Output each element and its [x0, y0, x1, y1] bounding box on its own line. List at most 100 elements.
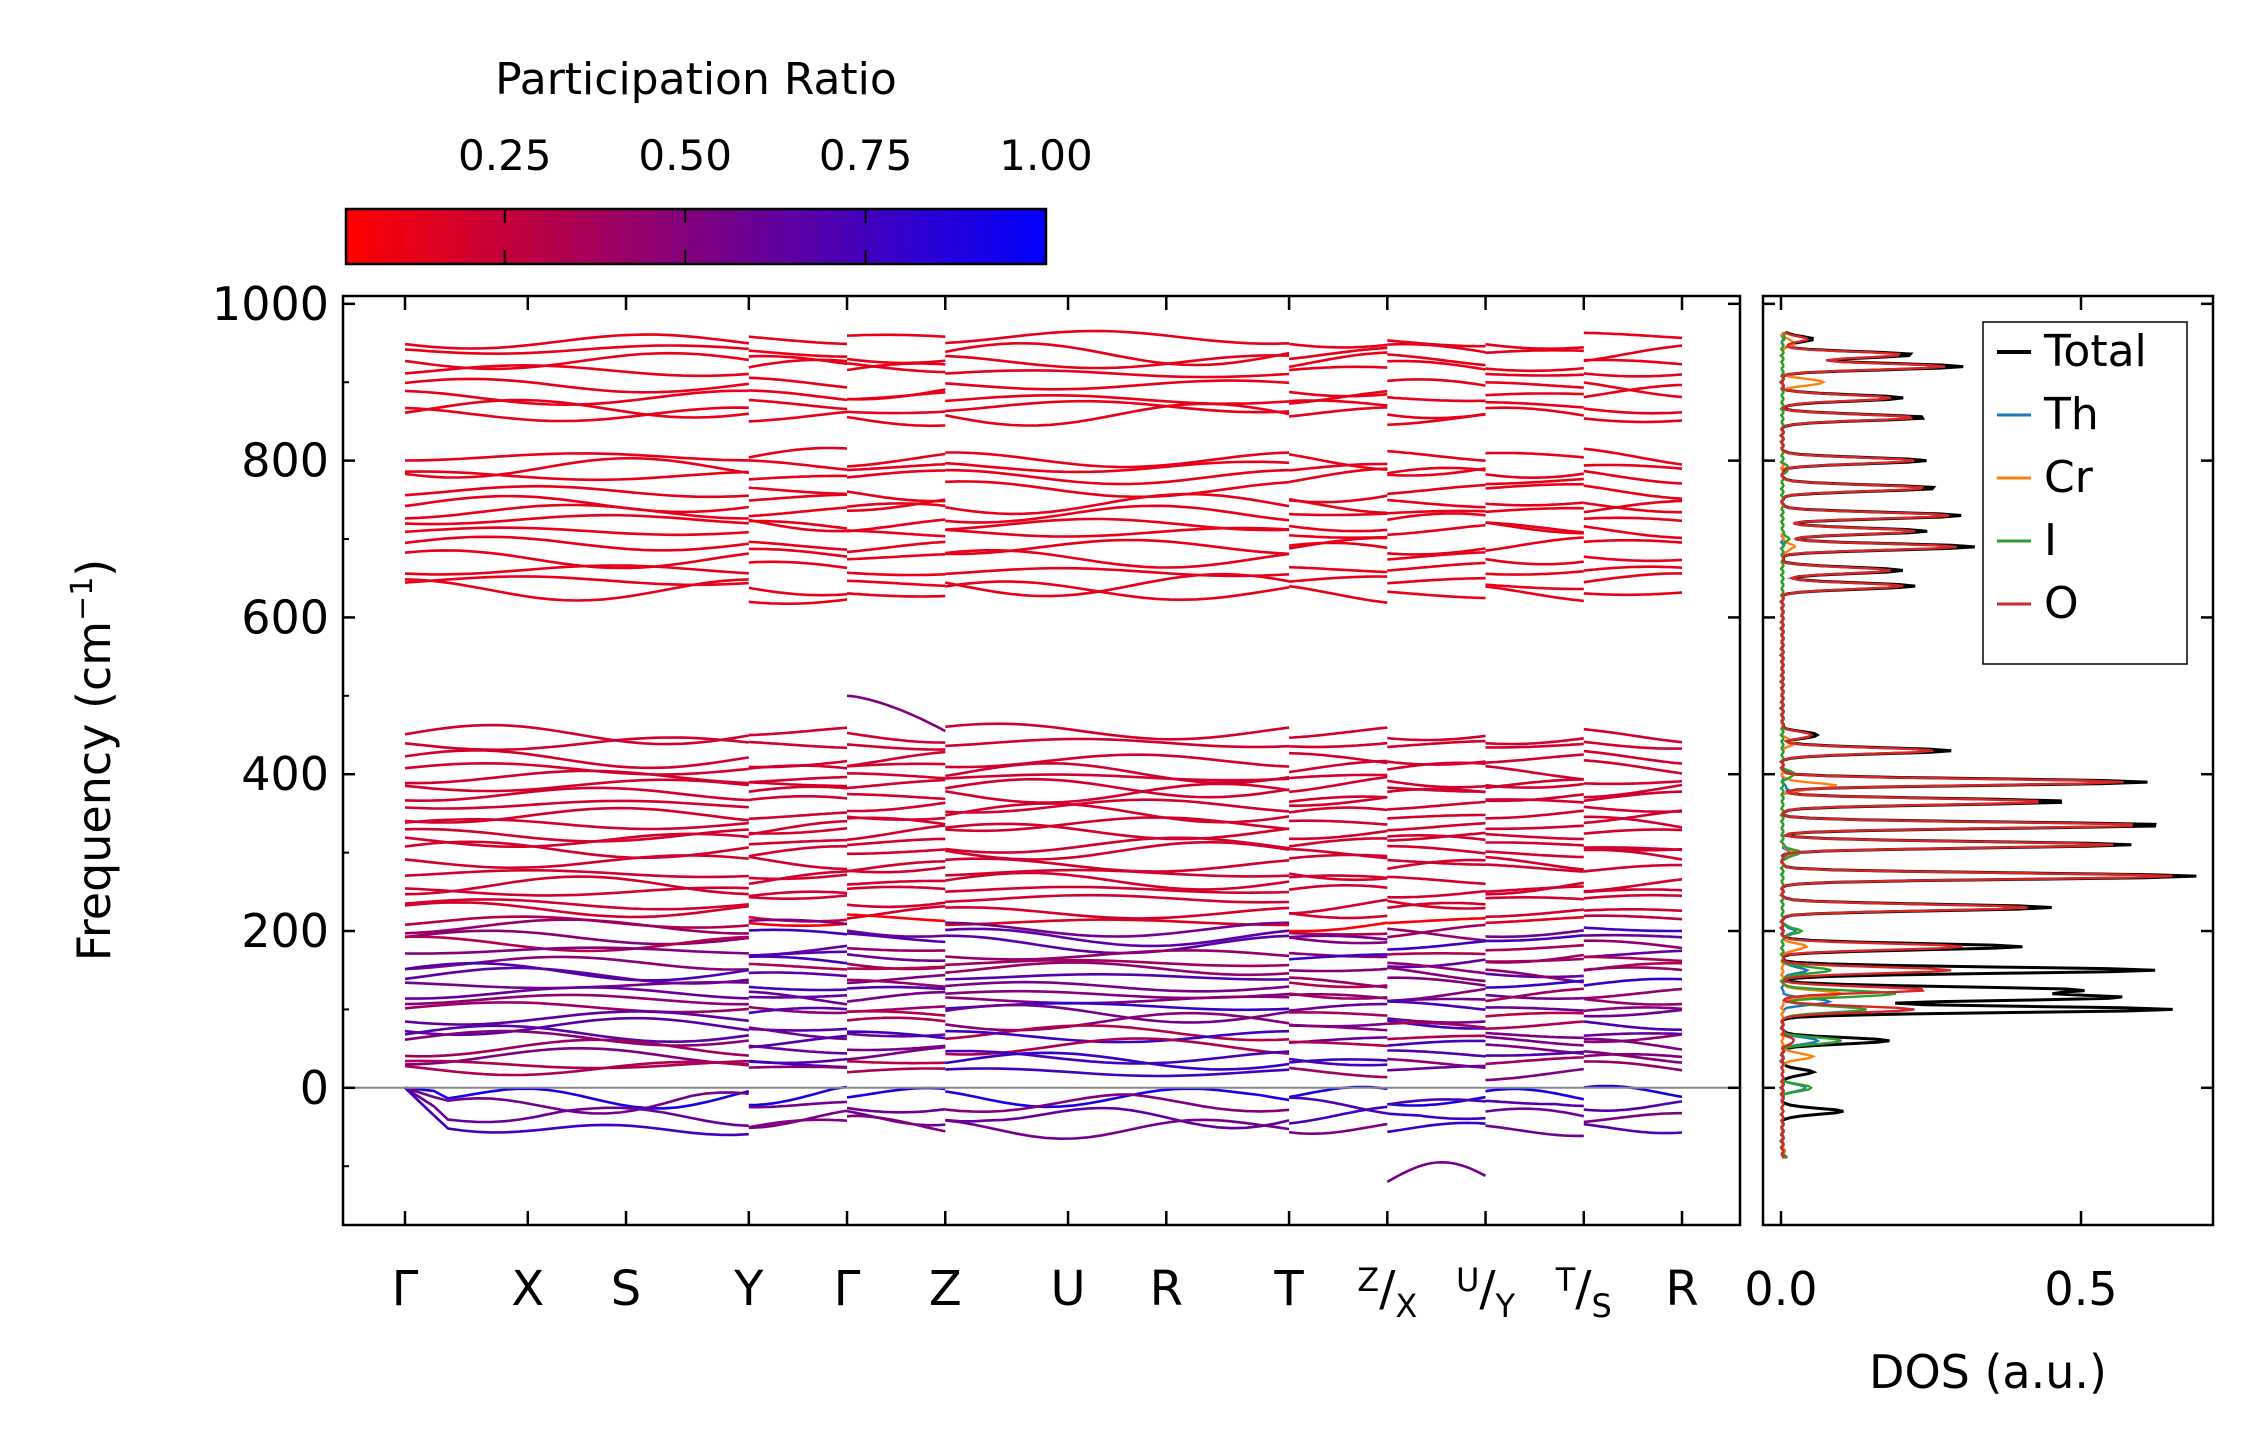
band-line	[1485, 850, 1584, 859]
band-line	[1583, 933, 1683, 939]
band-line	[1485, 979, 1584, 989]
band-line	[404, 377, 749, 394]
band-line	[1583, 1037, 1683, 1051]
band-line	[404, 778, 749, 793]
band-line	[1583, 501, 1682, 514]
band-line	[1485, 753, 1584, 764]
band-line	[1485, 343, 1584, 350]
y-tick-label: 400	[241, 747, 329, 801]
band-line	[1288, 806, 1388, 814]
band-line	[1387, 779, 1486, 789]
legend-label: Cr	[2044, 452, 2094, 503]
band-line	[1387, 917, 1486, 925]
band-line	[1387, 858, 1486, 871]
band-line	[748, 781, 847, 788]
band-line	[1583, 740, 1682, 750]
band-line	[748, 486, 848, 496]
dos-curves	[1778, 330, 2197, 1159]
band-line	[748, 518, 848, 533]
band-line-negative	[404, 1086, 749, 1128]
band-line	[846, 490, 946, 503]
band-line	[1288, 541, 1388, 550]
band-line	[846, 973, 946, 985]
band-line	[1288, 390, 1388, 398]
legend-label: I	[2044, 515, 2057, 566]
band-line	[846, 731, 946, 744]
band-line	[1387, 576, 1486, 585]
band-line	[945, 761, 1290, 785]
band-line	[1583, 846, 1683, 852]
band-line-negative	[945, 1093, 1290, 1114]
colorbar-tick-label: 0.50	[638, 131, 732, 180]
band-line	[1387, 498, 1486, 509]
band-line	[945, 1067, 1290, 1078]
band-line	[748, 827, 848, 835]
band-line	[847, 498, 946, 512]
band-line	[748, 990, 848, 1006]
band-line	[404, 503, 749, 520]
band-line	[1387, 844, 1486, 855]
kpath-label: U	[1050, 1261, 1085, 1317]
band-line	[404, 869, 749, 879]
band-line	[1485, 764, 1584, 781]
band-line	[846, 357, 946, 365]
band-line-negative	[1289, 1096, 1388, 1115]
band-line	[1485, 993, 1584, 1000]
band-line	[846, 885, 946, 891]
band-line	[1485, 987, 1584, 1003]
band-line	[945, 980, 1290, 993]
band-line	[945, 737, 1290, 749]
band-line	[846, 410, 946, 415]
band-line	[847, 848, 946, 856]
band-line	[748, 819, 848, 836]
band-line-negative	[748, 1118, 848, 1129]
band-line	[1583, 1052, 1683, 1059]
band-line	[846, 772, 946, 780]
band-line	[1288, 497, 1388, 515]
band-line	[945, 1003, 1290, 1024]
band-line	[945, 492, 1290, 516]
band-line	[846, 929, 946, 938]
band-line	[1288, 1066, 1388, 1079]
band-line	[1583, 1006, 1683, 1013]
band-line	[945, 871, 1290, 891]
band-line	[748, 459, 848, 471]
band-line-negative	[1583, 1100, 1683, 1112]
band-line	[1485, 583, 1584, 591]
band-line	[1485, 400, 1584, 409]
band-line	[1288, 584, 1388, 604]
band-line	[1387, 509, 1486, 515]
band-line	[945, 526, 1290, 538]
band-line	[1583, 828, 1683, 835]
band-line	[748, 918, 848, 926]
band-line	[1485, 742, 1584, 749]
band-line	[748, 795, 848, 802]
band-line	[1485, 1006, 1584, 1012]
band-line	[846, 792, 946, 801]
band-line	[945, 921, 1290, 938]
band-line	[1387, 952, 1486, 956]
band-line	[945, 927, 1290, 948]
band-line	[1289, 931, 1388, 936]
band-line	[1288, 467, 1388, 484]
band-line	[748, 1006, 848, 1015]
band-line	[748, 398, 848, 411]
kpath-label: Y	[733, 1261, 764, 1317]
band-line	[748, 928, 848, 936]
band-line	[1387, 923, 1486, 939]
kpath-label: R	[1665, 1261, 1698, 1317]
band-line-negative	[945, 1087, 1290, 1109]
band-line	[846, 592, 946, 598]
band-line	[1583, 565, 1683, 572]
dos-legend: Total Th Cr IO	[1982, 321, 2188, 665]
band-line	[1288, 795, 1388, 803]
band-line	[1387, 1034, 1486, 1041]
band-line	[846, 333, 946, 338]
band-line	[404, 333, 749, 350]
band-line	[945, 857, 1290, 873]
legend-frame	[1982, 321, 2188, 665]
band-line	[945, 949, 1290, 961]
band-line	[945, 369, 1290, 379]
band-line	[404, 344, 749, 356]
